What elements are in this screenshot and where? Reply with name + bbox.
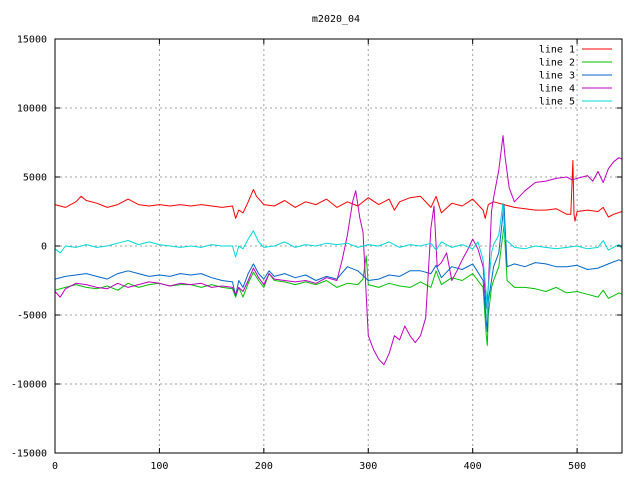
x-tick-label: 0	[52, 461, 58, 472]
legend-label-2: line 2	[539, 58, 575, 69]
tick-labels: 0 100 200 300 400 500 -15000 -10000 -5000 0 5000 10…	[11, 35, 586, 473]
series-line-2	[54, 224, 623, 346]
series-line-1	[54, 159, 623, 222]
x-tick-label: 500	[568, 461, 586, 472]
chart-title: m2020_04	[312, 14, 360, 25]
grid	[55, 39, 622, 453]
x-tick-label: 200	[255, 461, 273, 472]
x-tick-label: 300	[359, 461, 377, 472]
y-tick-label: 0	[41, 242, 47, 253]
legend-label-3: line 3	[539, 71, 575, 82]
series-line-5	[54, 202, 623, 319]
y-tick-label: -15000	[11, 449, 47, 460]
legend: line 1 line 2 line 3 line 4 line 5	[539, 45, 612, 108]
y-tick-label: 15000	[17, 35, 47, 46]
x-tick-label: 100	[150, 461, 168, 472]
x-tick-label: 400	[464, 461, 482, 472]
axis-ticks	[54, 38, 622, 454]
y-tick-label: 10000	[17, 104, 47, 115]
legend-label-5: line 5	[539, 97, 575, 108]
legend-label-4: line 4	[539, 84, 575, 95]
y-tick-label: 5000	[23, 173, 47, 184]
series-line-4	[54, 135, 623, 366]
y-tick-label: -10000	[11, 380, 47, 391]
y-tick-label: -5000	[17, 311, 47, 322]
legend-label-1: line 1	[539, 45, 575, 56]
series-line-3	[54, 204, 623, 333]
series-group	[54, 135, 623, 366]
